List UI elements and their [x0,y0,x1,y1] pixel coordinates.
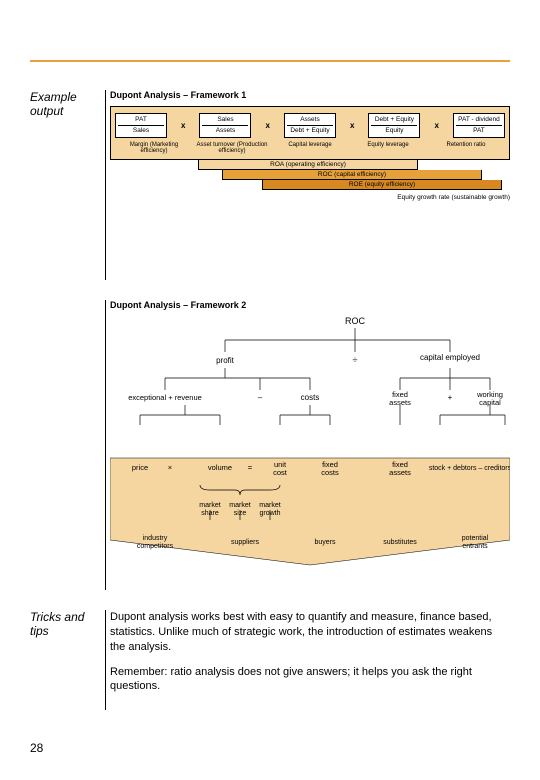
fw2-title: Dupont Analysis – Framework 2 [110,300,510,310]
vline-1 [105,90,106,280]
t-ms: marketshare [199,502,220,517]
t-eq: = [248,463,253,472]
ratio-2: Sales Assets [199,113,251,138]
r3d: Debt + Equity [287,125,333,135]
x2: x [266,121,270,130]
r2n: Sales [202,116,248,125]
framework1: Dupont Analysis – Framework 1 PAT Sales … [110,90,510,201]
t-x1: × [168,463,172,472]
tips-p1: Dupont analysis works best with easy to … [110,610,510,655]
t-pe: potentialentrants [462,535,489,550]
r1n: PAT [118,116,164,125]
vline-2 [105,300,106,590]
vline-3 [105,610,106,710]
l5: Retention ratio [427,142,505,155]
t-price: price [132,463,148,472]
r4n: Debt + Equity [371,116,417,125]
page-number: 28 [30,741,43,755]
r4d: Equity [371,125,417,135]
tips-p2: Remember: ratio analysis does not give a… [110,665,510,695]
t-vol: volume [208,463,232,472]
t-fa: fixedassets [389,390,411,407]
t-sdc: stock + debtors – creditors [429,465,510,472]
t-div: ÷ [353,355,358,365]
top-rule [30,60,510,62]
t-sup: suppliers [231,539,260,546]
fw2-box: ROC profit ÷ capital employed exceptiona… [110,310,510,570]
l1: Margin (Marketing efficiency) [115,142,193,155]
t-mg: marketgrowth [259,502,280,517]
roa-tab: ROA (operating efficiency) [198,160,418,170]
t-profit: profit [216,356,235,365]
t-roc: ROC [345,316,366,326]
r1d: Sales [118,125,164,135]
ratio-3: Assets Debt + Equity [284,113,336,138]
l4: Equity leverage [349,142,427,155]
framework2: Dupont Analysis – Framework 2 [110,300,510,570]
t-plus: + [448,393,453,402]
t-wc: workingcapital [476,390,503,407]
t-costs: costs [301,393,320,402]
r5d: PAT [456,125,502,135]
fw2-svg: ROC profit ÷ capital employed exceptiona… [110,310,510,580]
l3: Capital leverage [271,142,349,155]
ratio-labels: Margin (Marketing efficiency) Asset turn… [115,142,505,155]
eqg: Equity growth rate (sustainable growth) [110,194,510,201]
ratio-row: PAT Sales x Sales Assets x Assets Debt +… [115,113,505,138]
t-sub: substitutes [383,539,417,546]
ratio-4: Debt + Equity Equity [368,113,420,138]
l2: Asset turnover (Production efficiency) [193,142,271,155]
side-label-example: Example output [30,90,100,118]
ratio-5: PAT - dividend PAT [453,113,505,138]
ratio-1: PAT Sales [115,113,167,138]
x3: x [350,121,354,130]
t-minus: – [258,393,263,402]
t-buy: buyers [314,539,336,546]
x1: x [181,121,185,130]
roc-tab: ROC (capital efficiency) [222,170,482,180]
r5n: PAT - dividend [456,116,502,125]
r3n: Assets [287,116,333,125]
side-label-tricks: Tricks and tips [30,610,100,638]
fw1-title: Dupont Analysis – Framework 1 [110,90,510,100]
tips: Dupont analysis works best with easy to … [110,610,510,704]
t-fa2: fixedassets [389,460,411,477]
fw1-box: PAT Sales x Sales Assets x Assets Debt +… [110,106,510,160]
x4: x [434,121,438,130]
t-uc: unitcost [273,460,288,477]
t-capemp: capital employed [420,353,480,362]
t-fc: fixedcosts [321,460,339,477]
t-excrev: exceptional + revenue [128,393,202,402]
roe-tab: ROE (equity efficiency) [262,180,502,190]
r2d: Assets [202,125,248,135]
